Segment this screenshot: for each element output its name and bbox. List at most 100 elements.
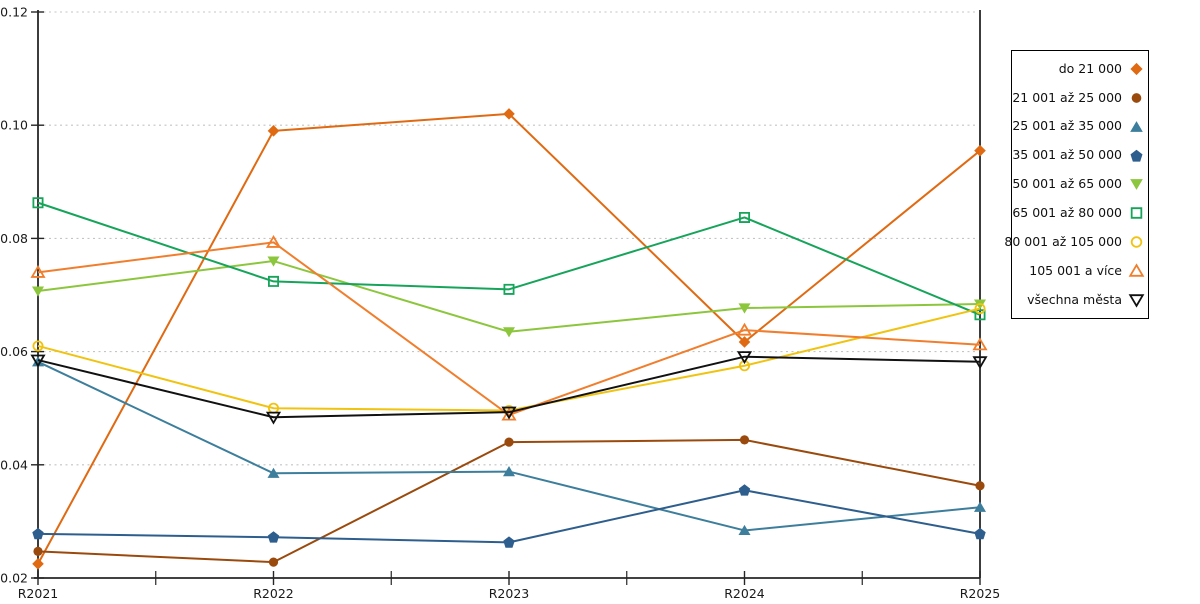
circle-icon	[1131, 92, 1142, 103]
triangle-up-marker-icon	[32, 356, 44, 367]
triangle-down-marker-icon	[736, 351, 753, 365]
triangle-up-marker-icon	[974, 501, 986, 512]
triangle-down-marker-icon	[32, 286, 44, 297]
diamond-marker-icon	[32, 558, 44, 570]
series-105-001-a-více	[30, 234, 988, 421]
triangle-up-marker-icon	[501, 407, 517, 421]
legend-item: 21 001 až 25 000	[1012, 84, 1145, 112]
series-line	[37, 241, 981, 416]
chart-legend: do 21 000 21 001 až 25 000 25 001 až 35 00…	[1004, 50, 1149, 319]
triangle-down-marker-icon	[30, 354, 46, 368]
circle-marker-icon	[1131, 92, 1142, 103]
diamond-marker-icon	[974, 144, 986, 157]
square-marker-icon	[268, 275, 279, 287]
legend-item: 80 001 až 105 000	[1004, 228, 1145, 256]
circle-marker-icon	[33, 546, 43, 556]
triangle-up-icon	[1128, 263, 1145, 277]
y-tick-label: 0.12	[0, 5, 28, 20]
circle-marker-icon	[504, 437, 514, 447]
y-tick-label: 0.10	[0, 118, 28, 133]
series-25-001-až-35-000	[32, 356, 986, 536]
y-tick-label: 0.06	[0, 344, 28, 359]
triangle-down-marker-icon	[265, 411, 282, 425]
legend-item: do 21 000	[1016, 55, 1145, 83]
x-tick-label: R2025	[960, 586, 1001, 600]
series-65-001-až-80-000	[32, 197, 986, 321]
legend-item: všechna města	[1016, 286, 1145, 314]
series-do-21-000	[32, 108, 986, 570]
series-50-001-až-65-000	[32, 256, 986, 338]
legend-label: 105 001 a více	[1029, 262, 1122, 278]
triangle-down-marker-icon	[972, 356, 988, 370]
legend-item: 50 001 až 65 000	[1012, 170, 1145, 198]
square-marker-icon	[503, 283, 515, 295]
legend-label: 35 001 až 50 000	[1012, 147, 1122, 163]
x-tick-label: R2023	[489, 586, 530, 600]
pentagon-icon	[1130, 149, 1143, 162]
diamond-marker-icon	[267, 125, 280, 137]
series-line	[37, 112, 981, 565]
triangle-up-marker-icon	[30, 264, 46, 278]
series-všechna-města	[30, 351, 988, 425]
legend-item: 65 001 až 80 000	[1012, 199, 1145, 227]
x-tick-label: R2024	[724, 586, 765, 600]
triangle-down-marker-icon	[267, 256, 280, 267]
legend-label: 25 001 až 35 000	[1012, 118, 1122, 134]
triangle-down-marker-icon	[503, 327, 515, 338]
circle-icon	[1130, 236, 1143, 248]
circle-marker-icon	[974, 303, 986, 315]
triangle-up-icon	[1130, 120, 1143, 132]
diamond-marker-icon	[503, 108, 515, 120]
triangle-down-marker-icon	[1128, 294, 1145, 308]
pentagon-marker-icon	[738, 484, 751, 496]
legend-item: 105 001 a více	[1016, 257, 1145, 285]
x-tick-label: R2021	[18, 586, 59, 600]
triangle-down-icon	[1130, 179, 1143, 191]
y-tick-label: 0.08	[0, 231, 28, 246]
legend-label: do 21 000	[1058, 60, 1122, 76]
series-line	[37, 489, 981, 544]
diamond-marker-icon	[1130, 62, 1143, 75]
legend-label: všechna města	[1027, 291, 1122, 307]
series-21-001-až-25-000	[33, 435, 985, 567]
triangle-up-marker-icon	[503, 465, 515, 477]
legend-label: 80 001 až 105 000	[1004, 233, 1122, 249]
triangle-up-marker-icon	[267, 467, 280, 478]
triangle-up-marker-icon	[1128, 263, 1145, 277]
triangle-up-marker-icon	[265, 234, 282, 248]
circle-marker-icon	[1130, 236, 1143, 248]
pentagon-marker-icon	[1130, 149, 1143, 162]
pentagon-marker-icon	[32, 527, 44, 540]
series-35-001-až-50-000	[32, 484, 986, 548]
legend-item: 35 001 až 50 000	[1012, 142, 1145, 170]
series-line	[37, 260, 981, 333]
y-tick-label: 0.04	[0, 457, 28, 472]
x-tick-label: R2022	[253, 586, 294, 600]
triangle-down-marker-icon	[1130, 179, 1143, 191]
diamond-marker-icon	[738, 336, 751, 348]
legend-label: 65 001 až 80 000	[1012, 205, 1122, 221]
y-tick-label: 0.02	[0, 571, 28, 586]
pentagon-marker-icon	[974, 527, 986, 540]
triangle-down-marker-icon	[501, 406, 517, 420]
triangle-up-marker-icon	[972, 337, 988, 351]
circle-marker-icon	[975, 481, 985, 491]
triangle-down-icon	[1128, 294, 1145, 308]
square-icon	[1130, 207, 1143, 220]
series-line	[37, 355, 981, 419]
pentagon-marker-icon	[267, 531, 280, 543]
square-marker-icon	[32, 197, 44, 209]
triangle-up-marker-icon	[738, 524, 751, 536]
series-line	[37, 201, 981, 316]
square-marker-icon	[974, 309, 986, 321]
diamond-icon	[1130, 62, 1143, 75]
pentagon-marker-icon	[503, 536, 515, 548]
triangle-up-marker-icon	[736, 322, 753, 336]
circle-marker-icon	[32, 340, 44, 352]
legend-label: 21 001 až 25 000	[1012, 89, 1122, 105]
legend-item: 25 001 až 35 000	[1012, 113, 1145, 141]
triangle-up-marker-icon	[1130, 120, 1143, 132]
legend-label: 50 001 až 65 000	[1012, 176, 1122, 192]
